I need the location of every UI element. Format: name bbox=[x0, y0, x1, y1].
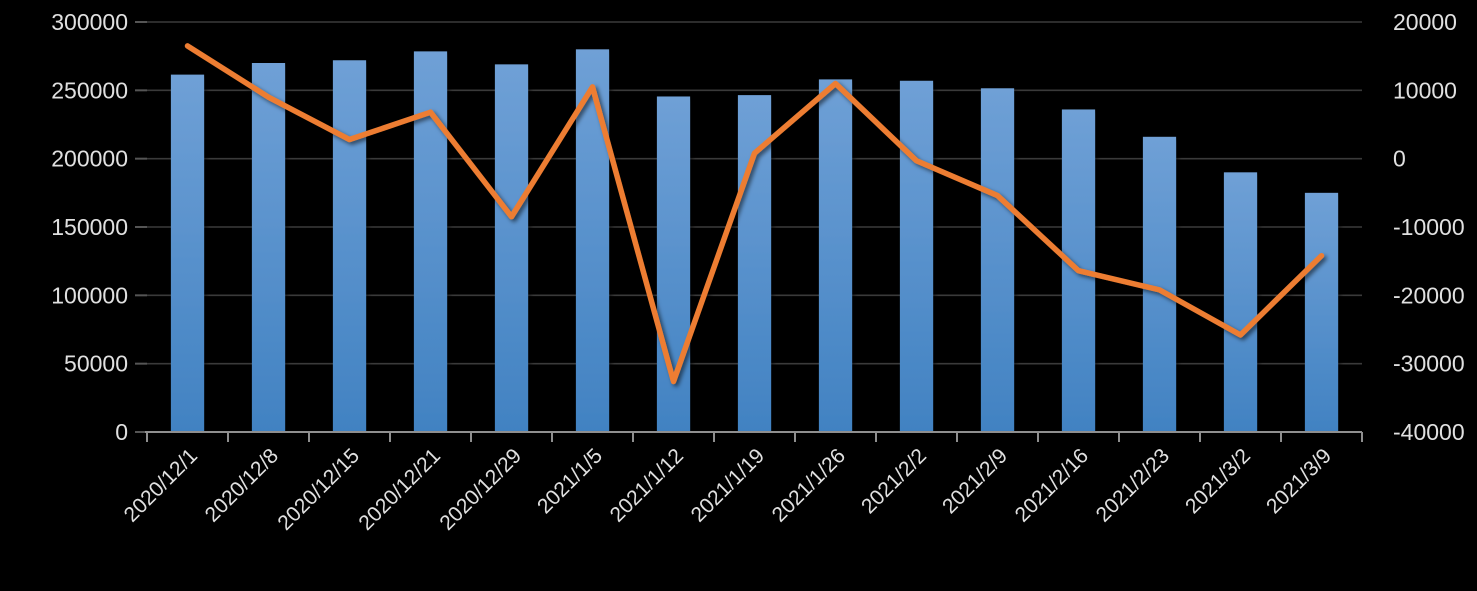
x-axis-label: 2020/12/15 bbox=[273, 444, 364, 535]
y-axis-label-right: -20000 bbox=[1393, 282, 1465, 308]
bar bbox=[1223, 172, 1258, 433]
y-axis-label-left: 150000 bbox=[51, 214, 128, 240]
x-axis-label: 2021/2/23 bbox=[1092, 444, 1174, 526]
bar bbox=[494, 64, 529, 432]
bar bbox=[980, 88, 1015, 433]
x-axis-label: 2020/12/29 bbox=[435, 444, 526, 535]
bar bbox=[251, 63, 286, 432]
x-axis-label: 2021/2/9 bbox=[938, 444, 1012, 518]
x-axis-label: 2020/12/8 bbox=[201, 444, 283, 526]
y-axis-label-left: 100000 bbox=[51, 282, 128, 308]
bar bbox=[1304, 192, 1339, 432]
x-axis-label: 2021/1/12 bbox=[606, 444, 688, 526]
y-axis-label-right: -40000 bbox=[1393, 419, 1465, 445]
y-axis-label-left: 0 bbox=[115, 419, 128, 445]
bar bbox=[818, 79, 853, 433]
bar bbox=[413, 51, 448, 433]
x-axis-label: 2021/2/16 bbox=[1011, 444, 1093, 526]
x-axis-label: 2021/3/2 bbox=[1181, 444, 1255, 518]
x-axis-label: 2021/1/5 bbox=[533, 444, 607, 518]
line-series bbox=[184, 43, 1325, 385]
x-axis-label: 2021/2/2 bbox=[857, 444, 931, 518]
bar bbox=[899, 80, 934, 433]
y-axis-label-right: 0 bbox=[1393, 146, 1406, 172]
bar bbox=[332, 60, 367, 433]
x-axis-label: 2020/12/1 bbox=[120, 444, 202, 526]
y-axis-label-right: 20000 bbox=[1393, 9, 1457, 35]
y-axis-label-left: 200000 bbox=[51, 146, 128, 172]
y-axis-label-right: -10000 bbox=[1393, 214, 1465, 240]
x-axis-label: 2021/1/19 bbox=[687, 444, 769, 526]
y-axis-label-right: -30000 bbox=[1393, 351, 1465, 377]
bar-series-group bbox=[170, 49, 1339, 433]
y-axis-label-left: 300000 bbox=[51, 9, 128, 35]
bar bbox=[1142, 136, 1177, 433]
y-axis-label-left: 250000 bbox=[51, 77, 128, 103]
y-axis-label-right: 10000 bbox=[1393, 77, 1457, 103]
bar bbox=[170, 74, 205, 432]
x-axis-label: 2020/12/21 bbox=[354, 444, 445, 535]
bar bbox=[575, 49, 610, 432]
x-axis-label: 2021/1/26 bbox=[768, 444, 850, 526]
line-series-group bbox=[184, 43, 1325, 385]
y-axis-label-left: 50000 bbox=[64, 351, 128, 377]
x-axis-label: 2021/3/9 bbox=[1262, 444, 1336, 518]
